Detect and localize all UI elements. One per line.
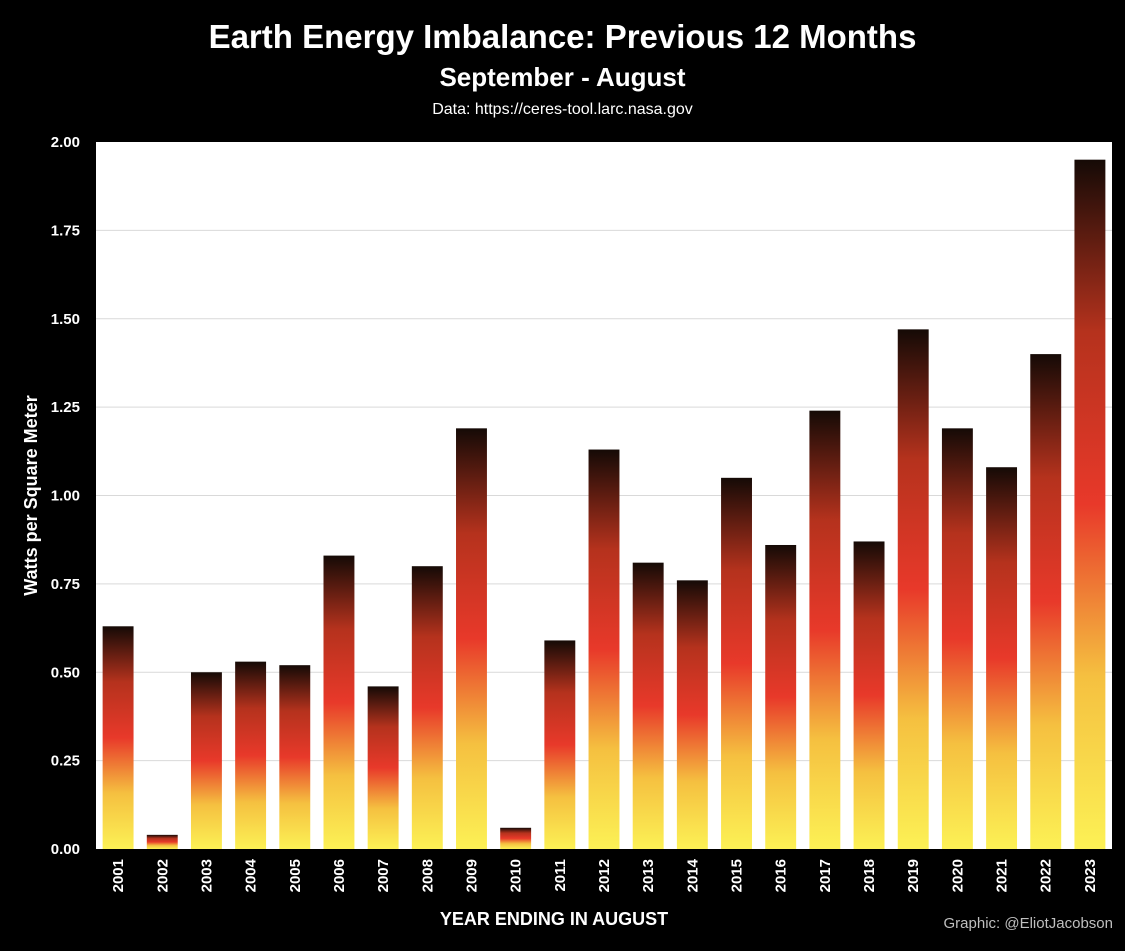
- bar-2016: [765, 544, 797, 849]
- bar-2019: [897, 329, 929, 850]
- x-axis-label: YEAR ENDING IN AUGUST: [440, 909, 668, 929]
- x-tick-label: 2012: [596, 859, 613, 892]
- y-tick-label: 1.25: [51, 399, 80, 416]
- bar-2015: [721, 477, 752, 849]
- bar-2005: [279, 665, 311, 849]
- bar-2021: [986, 467, 1018, 849]
- y-tick-label: 0.75: [51, 576, 80, 593]
- y-tick-label: 0.50: [51, 664, 80, 681]
- x-tick-label: 2017: [817, 859, 834, 892]
- x-tick-label: 2015: [729, 859, 746, 892]
- x-tick-label: 2019: [905, 859, 922, 892]
- bar-2014: [676, 580, 708, 849]
- data-source: Data: https://ceres-tool.larc.nasa.gov: [432, 101, 693, 118]
- x-tick-label: 2005: [287, 859, 304, 892]
- x-tick-label: 2003: [198, 859, 215, 892]
- bar-2002: [146, 834, 178, 849]
- bar-2003: [190, 672, 222, 849]
- bar-2001: [102, 626, 134, 849]
- x-tick-label: 2009: [463, 859, 480, 892]
- x-tick-label: 2011: [552, 859, 569, 892]
- bar-2012: [588, 449, 620, 849]
- graphic-credit: Graphic: @EliotJacobson: [943, 915, 1113, 932]
- x-tick-label: 2013: [640, 859, 657, 892]
- y-tick-label: 0.25: [51, 753, 80, 770]
- bar-2004: [235, 661, 267, 849]
- x-tick-label: 2020: [949, 859, 966, 892]
- x-tick-label: 2004: [243, 858, 260, 892]
- y-axis-ticks: 0.00 0.25 0.50 0.75 1.00 1.25 1.50 1.75 2.00: [51, 134, 80, 858]
- x-tick-label: 2001: [110, 859, 127, 892]
- y-tick-label: 0.00: [51, 841, 80, 858]
- chart-title: Earth Energy Imbalance: Previous 12 Mont…: [208, 18, 917, 55]
- bar-2007: [367, 686, 399, 849]
- bar-2006: [323, 555, 355, 849]
- x-tick-label: 2010: [508, 859, 525, 892]
- bars: [102, 159, 1106, 850]
- x-tick-label: 2002: [154, 859, 171, 892]
- bar-2011: [544, 640, 576, 849]
- y-tick-label: 2.00: [51, 134, 80, 151]
- x-tick-label: 2018: [861, 859, 878, 892]
- y-tick-label: 1.50: [51, 311, 80, 328]
- bar-2017: [809, 410, 841, 849]
- x-axis-ticks: 2001 2002 2003 2004 2005 2006 2007 2008 2009 2010…: [110, 858, 1099, 892]
- bar-2008: [411, 566, 443, 849]
- x-tick-label: 2022: [1038, 859, 1055, 892]
- bar-2013: [632, 562, 664, 849]
- bar-2023: [1074, 159, 1106, 850]
- y-tick-label: 1.00: [51, 488, 80, 505]
- x-tick-label: 2007: [375, 859, 392, 892]
- bar-2018: [853, 541, 885, 849]
- chart-subtitle: September - August: [439, 62, 686, 92]
- x-tick-label: 2014: [684, 858, 701, 892]
- bar-2010: [500, 827, 532, 849]
- bar-2020: [941, 428, 973, 849]
- y-tick-label: 1.75: [51, 222, 80, 239]
- bar-2009: [456, 428, 487, 849]
- x-tick-label: 2008: [419, 859, 436, 892]
- x-tick-label: 2023: [1082, 859, 1099, 892]
- y-axis-label: Watts per Square Meter: [21, 395, 41, 595]
- x-tick-label: 2021: [994, 859, 1011, 892]
- x-tick-label: 2016: [773, 859, 790, 892]
- bar-2022: [1030, 354, 1062, 849]
- x-tick-label: 2006: [331, 859, 348, 892]
